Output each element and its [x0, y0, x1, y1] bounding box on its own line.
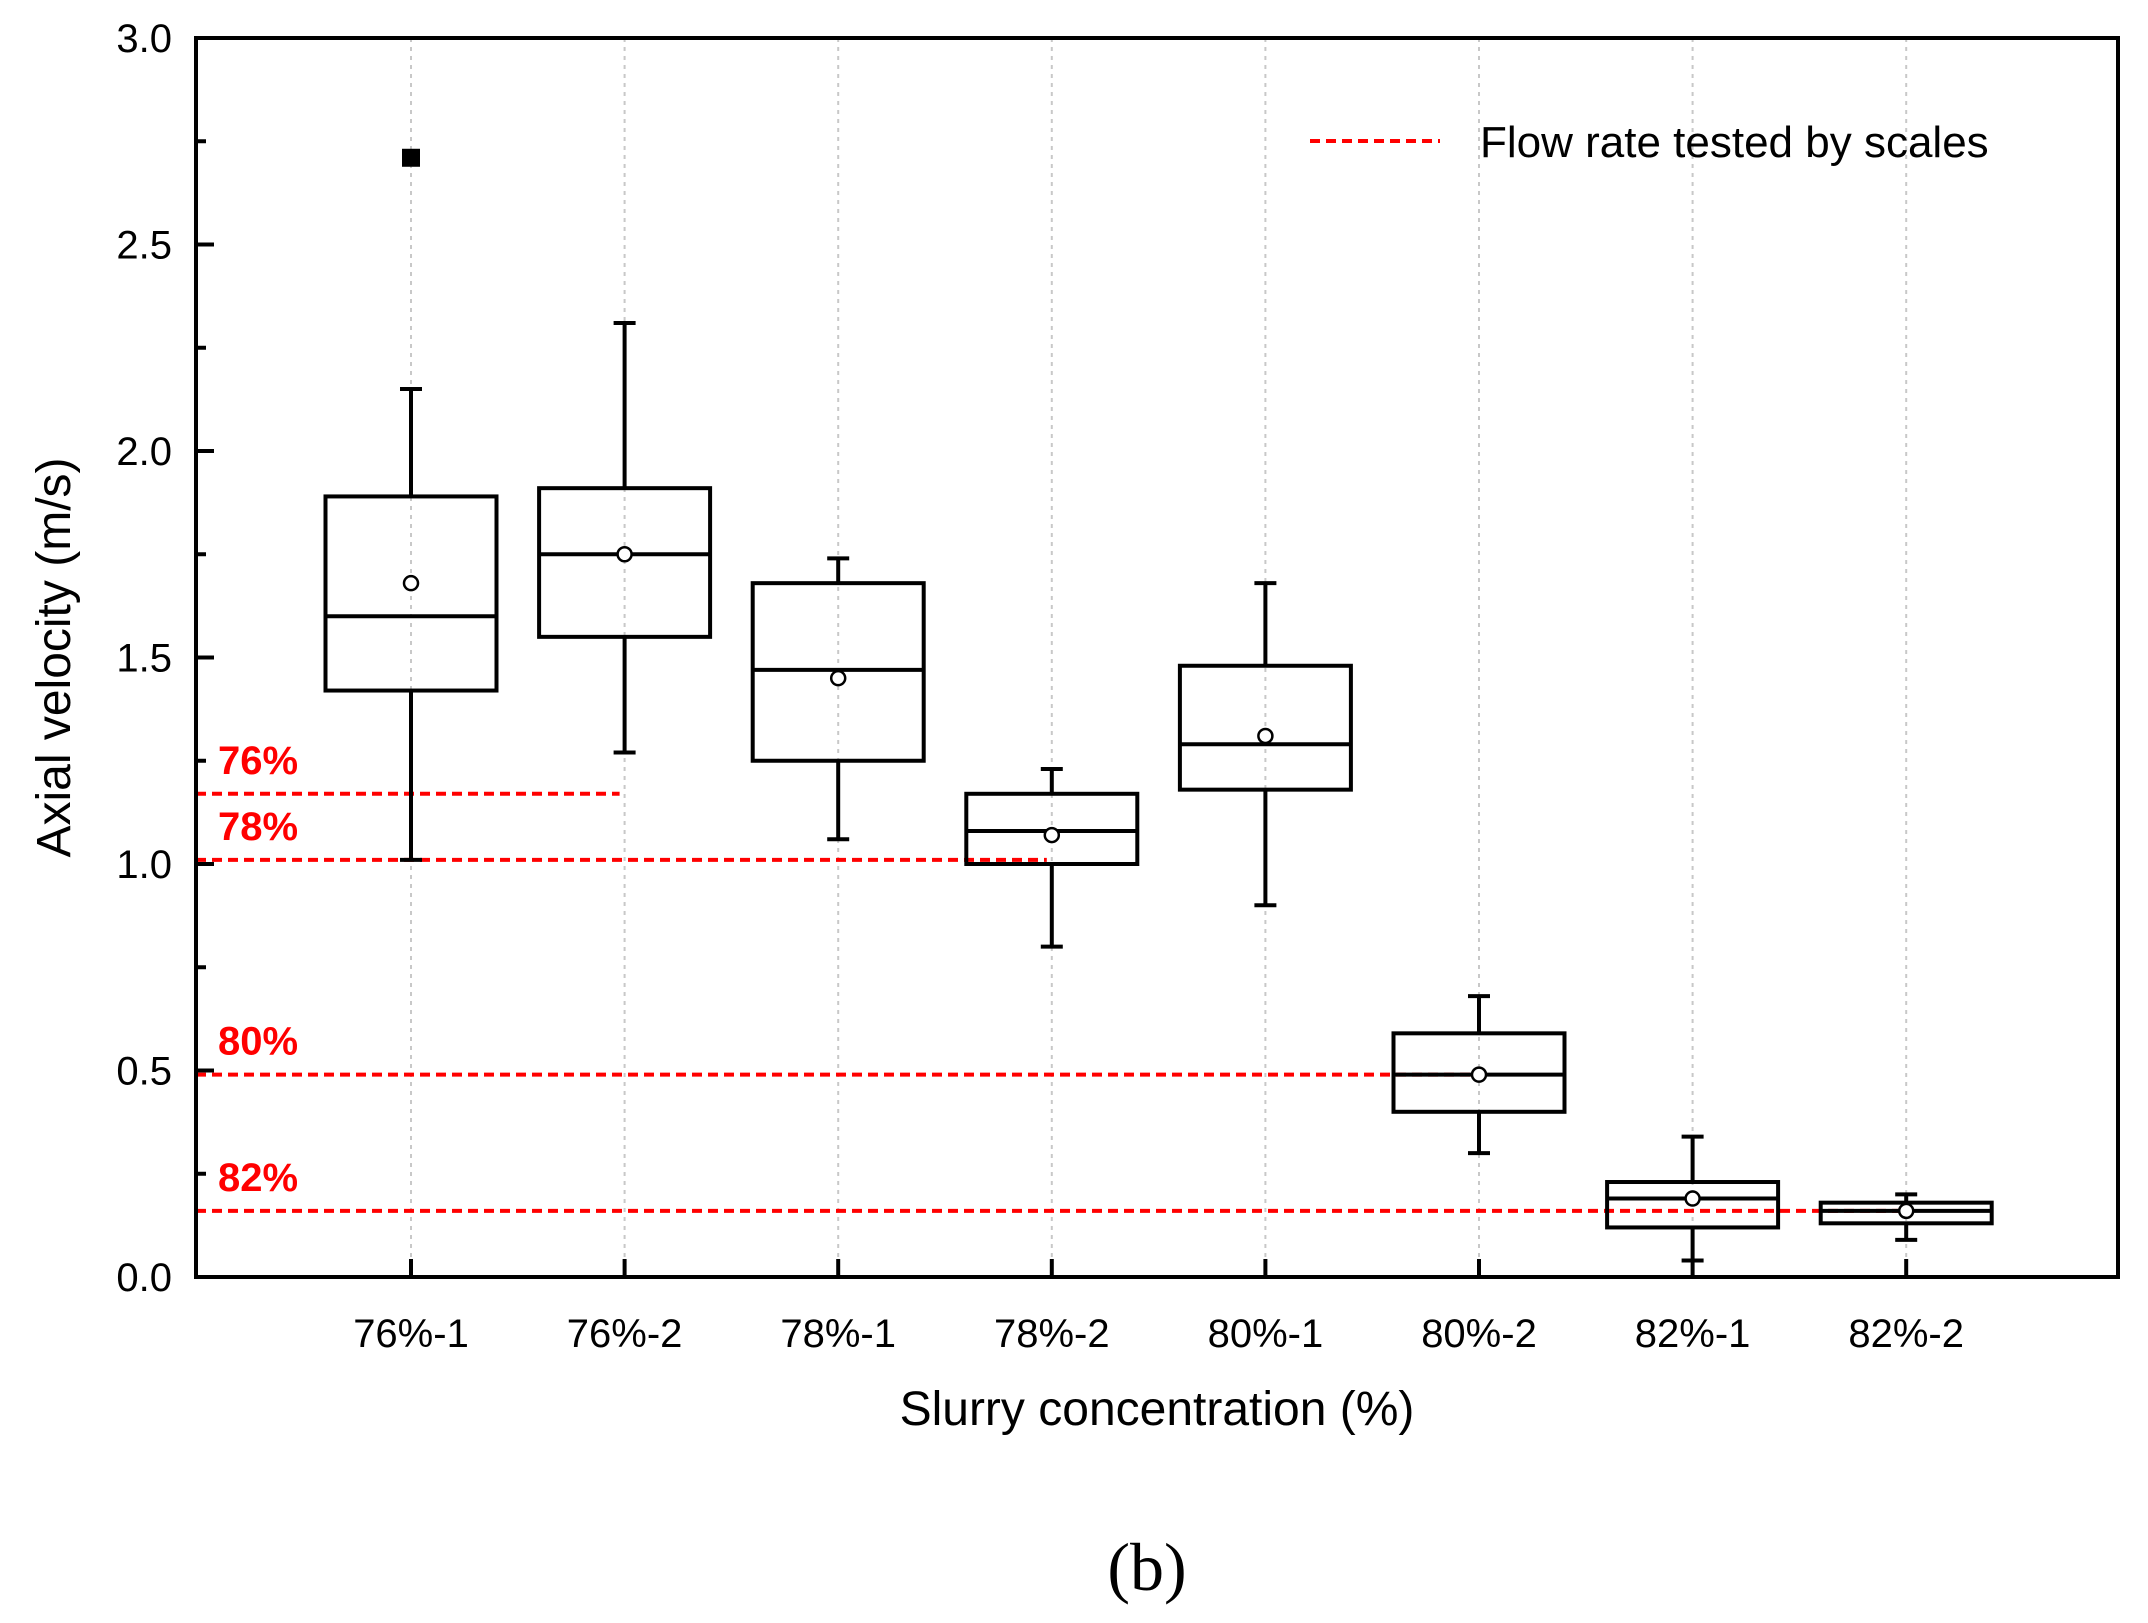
legend-label: Flow rate tested by scales — [1480, 118, 1989, 167]
y-tick-label: 1.5 — [116, 637, 172, 681]
box-78%-2 — [964, 767, 1140, 949]
y-tick-label: 2.5 — [116, 224, 172, 268]
mean-marker — [1897, 1202, 1915, 1220]
box-body — [964, 791, 1140, 866]
x-tick-label: 78%-1 — [780, 1312, 896, 1356]
y-tick-label: 1.0 — [116, 843, 172, 887]
y-tick-label: 2.0 — [116, 430, 172, 474]
box-82%-1 — [1605, 1134, 1781, 1263]
box-body — [750, 581, 926, 763]
y-tick-label: 0.5 — [116, 1050, 172, 1094]
mean-marker — [402, 574, 420, 592]
box-body — [1818, 1200, 1994, 1226]
reference-label: 80% — [218, 1020, 298, 1064]
y-tick-label: 0.0 — [116, 1256, 172, 1300]
box-80%-2 — [1391, 994, 1567, 1156]
axis-layer: 0.0 0.5 1.0 1.5 2.0 2.5 3.0 76%-1 76%-2 78%-1 78%-… — [116, 17, 1964, 1356]
reference-label: 78% — [218, 805, 298, 849]
x-tick-label: 80%-2 — [1421, 1312, 1537, 1356]
y-tick-label: 3.0 — [116, 17, 172, 61]
mean-marker — [1257, 727, 1274, 745]
box-body — [1177, 663, 1353, 792]
x-tick-label: 76%-2 — [567, 1312, 683, 1356]
y-axis-title: Axial velocity (m/s) — [28, 457, 81, 857]
box-80%-1 — [1177, 581, 1353, 908]
reference-label: 76% — [218, 739, 298, 783]
reference-label: 82% — [218, 1156, 298, 1200]
box-body — [1391, 1031, 1567, 1114]
x-axis-title: Slurry concentration (%) — [900, 1383, 1415, 1436]
box-body — [323, 494, 499, 693]
panel-label: (b) — [1107, 1529, 1186, 1605]
box-body — [537, 486, 713, 639]
x-tick-label: 78%-2 — [994, 1312, 1110, 1356]
x-tick-label: 76%-1 — [353, 1312, 469, 1356]
mean-marker — [1684, 1190, 1701, 1207]
legend: Flow rate tested by scales — [1310, 118, 1989, 167]
outlier-marker — [402, 148, 420, 167]
box-76%-1 — [323, 148, 499, 862]
mean-marker — [1470, 1066, 1488, 1083]
x-tick-label: 82%-2 — [1848, 1312, 1964, 1356]
boxes-layer — [323, 148, 1994, 1263]
mean-marker — [829, 669, 847, 687]
box-body — [1605, 1180, 1781, 1230]
x-tick-label: 82%-1 — [1635, 1312, 1751, 1356]
box-82%-2 — [1818, 1192, 1994, 1242]
mean-marker — [1043, 826, 1061, 844]
box-78%-1 — [750, 556, 926, 842]
reference-lines-layer: 76% 78% 80% 82% — [196, 739, 1902, 1213]
box-76%-2 — [537, 320, 713, 755]
x-tick-label: 80%-1 — [1208, 1312, 1324, 1356]
mean-marker — [616, 546, 633, 563]
